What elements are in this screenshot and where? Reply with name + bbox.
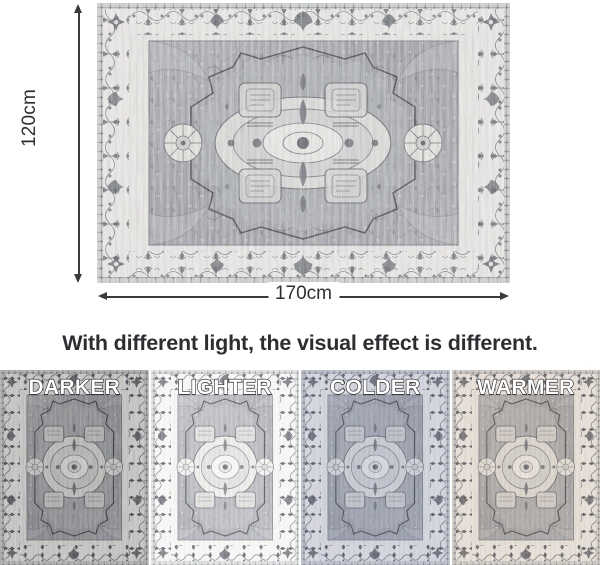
variant-tint-warmer — [451, 370, 600, 565]
variant-panel-darker: DARKER — [0, 370, 149, 565]
rug-illustration — [97, 3, 510, 283]
variant-label-darker: DARKER — [28, 375, 121, 399]
arrowhead-down-icon — [74, 274, 83, 283]
product-image-main — [97, 3, 510, 283]
height-dimension-label: 120cm — [17, 83, 44, 153]
variant-panel-colder: COLDER — [301, 370, 450, 565]
width-dimension-label: 170cm — [267, 282, 340, 306]
variant-tint-colder — [301, 370, 450, 565]
lighting-variants-row: DARKER LIGHTER COLDER — [0, 370, 600, 565]
variant-panel-lighter: LIGHTER — [150, 370, 299, 565]
arrowhead-right-icon — [500, 292, 509, 301]
dimension-line-vertical — [78, 8, 80, 279]
width-dimension-arrow: 170cm — [98, 282, 509, 306]
headline-text: With different light, the visual effect … — [62, 331, 538, 355]
height-dimension-arrow — [73, 4, 85, 283]
variant-label-lighter: LIGHTER — [177, 375, 272, 399]
variant-label-warmer: WARMER — [476, 375, 575, 399]
variant-label-colder: COLDER — [329, 375, 421, 399]
hero-section: 120cm — [17, 3, 510, 306]
variant-panel-warmer: WARMER — [451, 370, 600, 565]
